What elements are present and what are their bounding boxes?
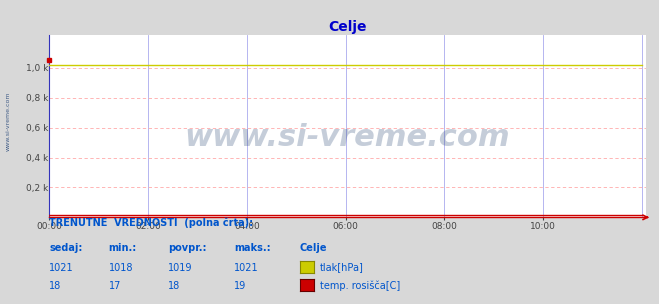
Text: maks.:: maks.: (234, 243, 271, 253)
Text: 1018: 1018 (109, 263, 133, 273)
Text: tlak[hPa]: tlak[hPa] (320, 263, 364, 273)
Text: TRENUTNE  VREDNOSTI  (polna črta):: TRENUTNE VREDNOSTI (polna črta): (49, 218, 254, 229)
Text: 1021: 1021 (234, 263, 258, 273)
Text: povpr.:: povpr.: (168, 243, 206, 253)
Text: sedaj:: sedaj: (49, 243, 83, 253)
Text: 19: 19 (234, 281, 246, 291)
Text: www.si-vreme.com: www.si-vreme.com (5, 92, 11, 151)
Text: 1021: 1021 (49, 263, 74, 273)
Text: Celje: Celje (300, 243, 328, 253)
Title: Celje: Celje (328, 20, 367, 34)
Text: 1019: 1019 (168, 263, 192, 273)
Text: temp. rosišča[C]: temp. rosišča[C] (320, 280, 400, 291)
Text: www.si-vreme.com: www.si-vreme.com (185, 123, 511, 152)
Text: 18: 18 (49, 281, 62, 291)
Text: min.:: min.: (109, 243, 137, 253)
Text: 18: 18 (168, 281, 181, 291)
Text: 17: 17 (109, 281, 121, 291)
